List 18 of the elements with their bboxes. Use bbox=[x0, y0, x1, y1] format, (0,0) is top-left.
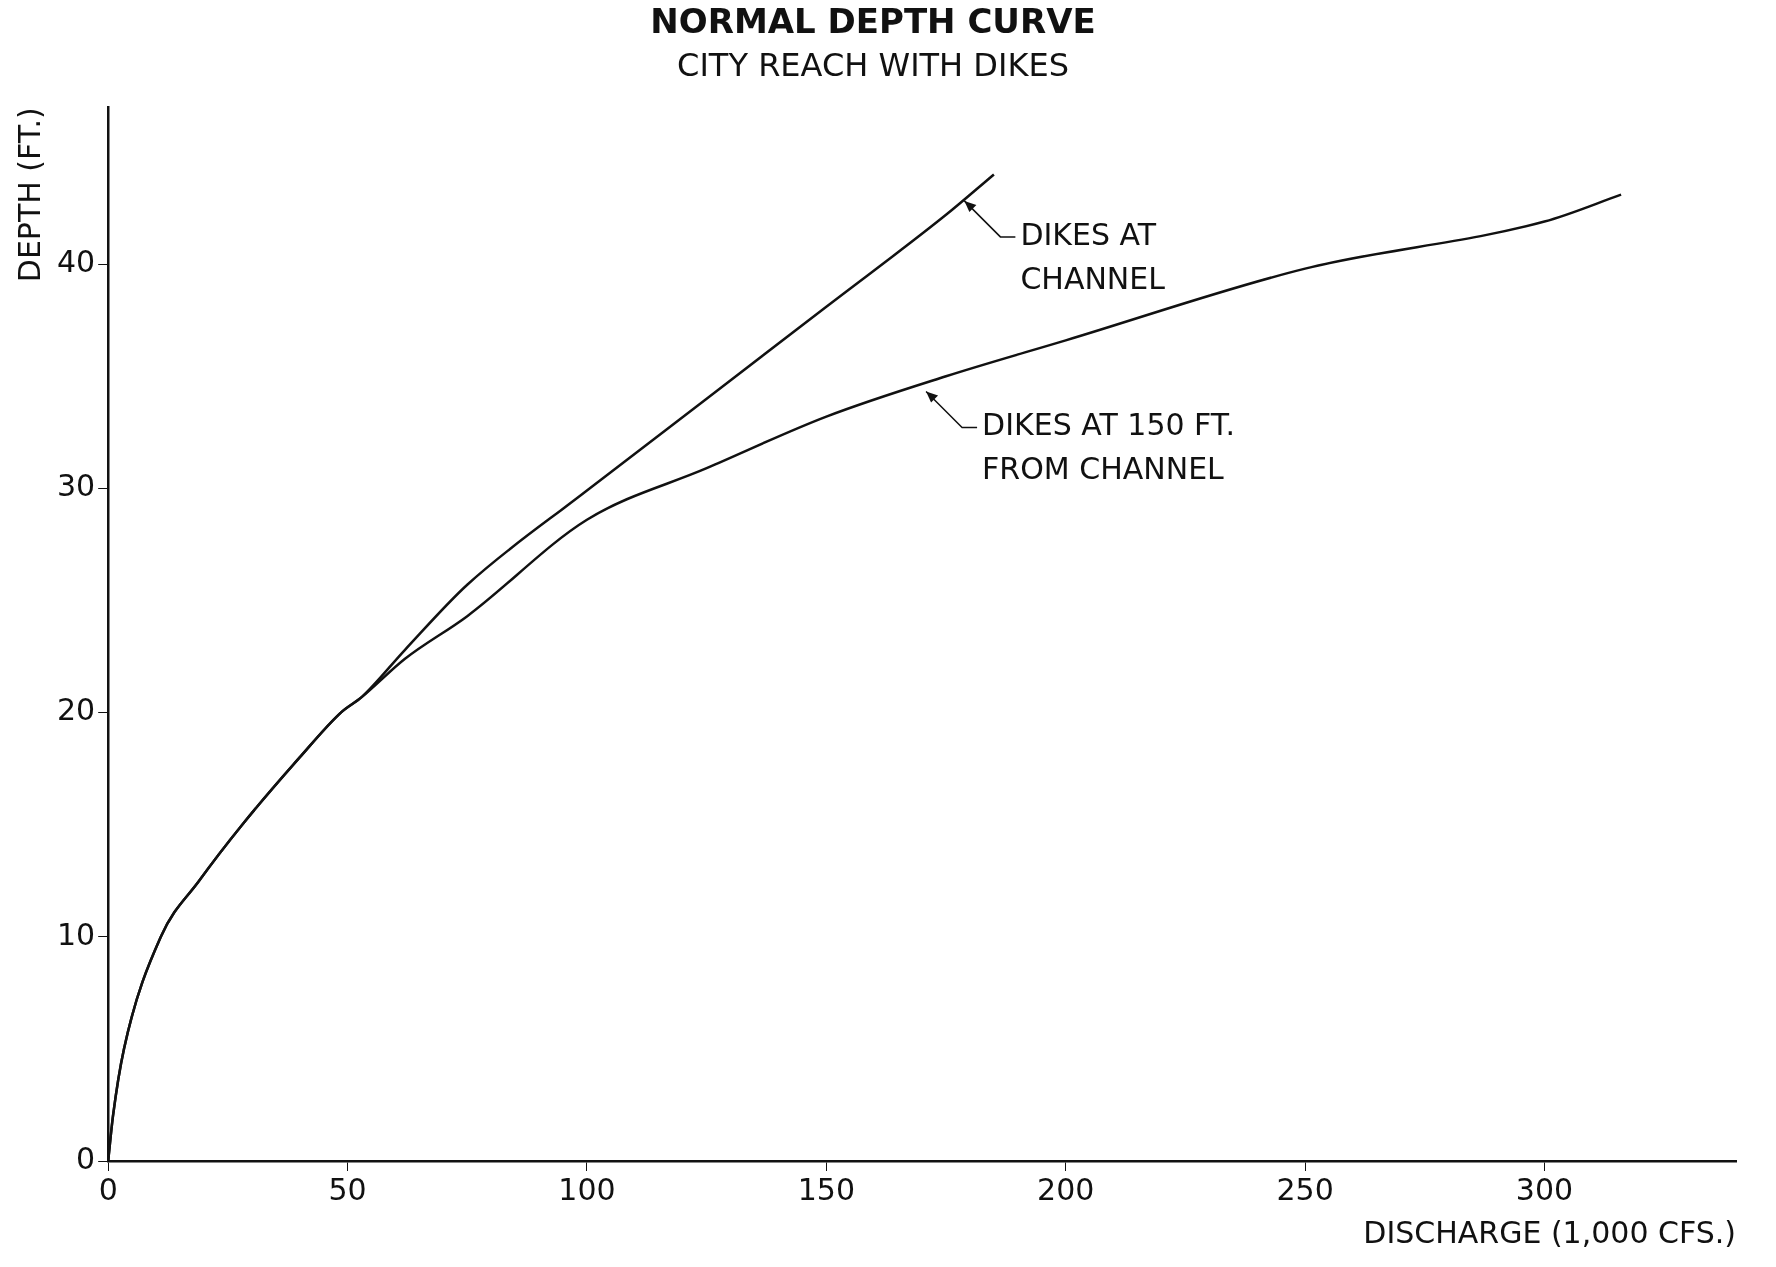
y-tick-label: 20 bbox=[56, 692, 96, 728]
y-tick-label: 40 bbox=[56, 243, 96, 279]
x-tick-label: 0 bbox=[98, 1171, 118, 1207]
x-tick-label: 150 bbox=[797, 1171, 855, 1207]
x-axis-title: DISCHARGE (1,000 CFS.) bbox=[1363, 1214, 1736, 1250]
chart-subtitle: CITY REACH WITH DIKES bbox=[677, 46, 1069, 85]
x-tick-label: 300 bbox=[1515, 1171, 1574, 1207]
annotation: DIKES AT 150 FT. FROM CHANNEL bbox=[982, 407, 1236, 487]
y-tick-label: 10 bbox=[56, 916, 96, 952]
chart-title: NORMAL DEPTH CURVE bbox=[650, 1, 1096, 42]
y-tick-label: 30 bbox=[56, 468, 96, 504]
x-tick-label: 250 bbox=[1276, 1171, 1334, 1207]
y-axis-title: DEPTH (FT.) bbox=[11, 107, 47, 283]
x-tick-label: 50 bbox=[328, 1171, 367, 1207]
x-tick-label: 100 bbox=[558, 1171, 616, 1207]
annotation: DIKES AT CHANNEL bbox=[1020, 216, 1166, 296]
y-tick-label: 0 bbox=[76, 1140, 96, 1176]
x-tick-label: 200 bbox=[1037, 1171, 1095, 1207]
